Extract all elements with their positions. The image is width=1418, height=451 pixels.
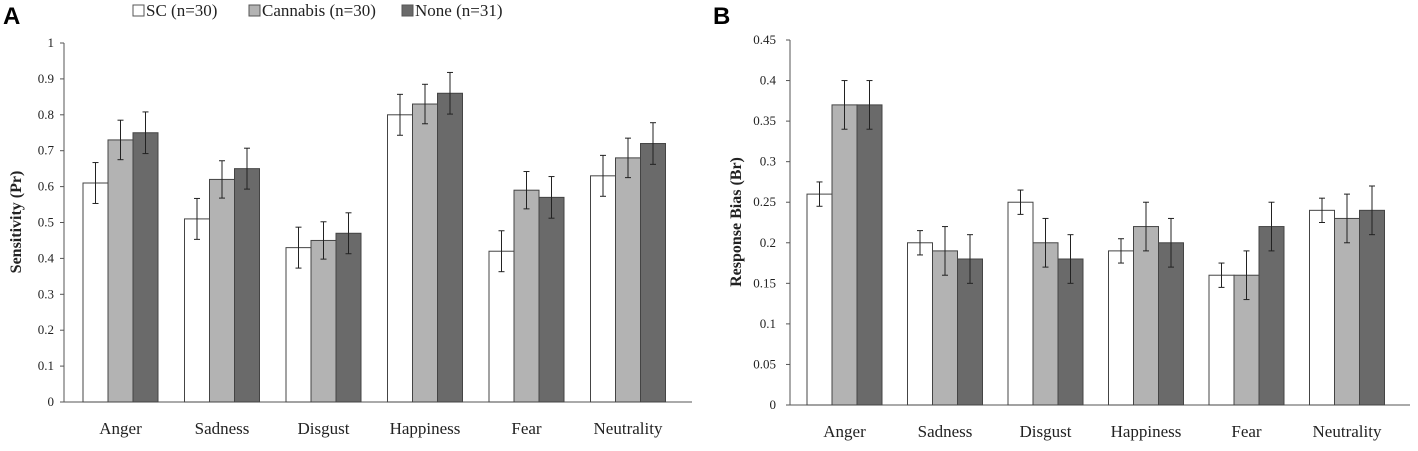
y-tick-label-b: 0.45 xyxy=(753,32,776,47)
bar-a-disgust-s2 xyxy=(335,232,362,403)
legend-swatch-none xyxy=(401,4,414,17)
bar-a-neutrality-s2 xyxy=(640,143,666,403)
y-tick-label-b: 0.4 xyxy=(760,73,777,88)
x-tick-label-a-fear: Fear xyxy=(511,419,542,438)
x-tick-label-a-sadness: Sadness xyxy=(195,419,250,438)
legend-label-sc: SC (n=30) xyxy=(146,1,217,20)
y-tick-label-b: 0.05 xyxy=(753,356,776,371)
legend-label-none: None (n=31) xyxy=(415,1,502,20)
bar-b-anger-s1 xyxy=(831,104,858,406)
bar-b-neutrality-s0 xyxy=(1309,209,1335,406)
bar-b-fear-s0 xyxy=(1208,274,1235,406)
bar-a-disgust-s0 xyxy=(285,247,312,403)
y-tick-label-a: 0.7 xyxy=(38,143,55,158)
x-tick-label-b-happiness: Happiness xyxy=(1111,422,1182,441)
y-tick-label-a: 0.9 xyxy=(38,71,54,86)
y-tick-label-b: 0 xyxy=(770,397,777,412)
x-tick-label-b-disgust: Disgust xyxy=(1020,422,1072,441)
bar-a-happiness-s0 xyxy=(387,114,413,403)
bar-b-happiness-s2 xyxy=(1158,242,1184,406)
bar-b-neutrality-s1 xyxy=(1334,217,1360,406)
bar-a-sadness-s2 xyxy=(234,168,260,403)
y-tick-label-a: 0.4 xyxy=(38,250,55,265)
legend: SC (n=30) Cannabis (n=30) None (n=31) xyxy=(132,1,502,20)
bar-a-disgust-s1 xyxy=(310,239,337,403)
y-tick-label-a: 0 xyxy=(48,394,55,409)
bar-b-anger-s0 xyxy=(806,193,833,406)
x-tick-label-a-happiness: Happiness xyxy=(390,419,461,438)
x-tick-label-a-neutrality: Neutrality xyxy=(594,419,663,438)
x-tick-label-b-anger: Anger xyxy=(823,422,866,441)
bar-a-anger-s1 xyxy=(107,139,134,403)
bar-b-neutrality-s2 xyxy=(1359,209,1385,406)
panel-b-plot: 0 0.05 0.1 0.15 0.2 0.25 0.3 0.35 0.4 0.45 Anger Sa… xyxy=(753,32,1410,441)
x-tick-label-a-anger: Anger xyxy=(99,419,142,438)
y-tick-label-b: 0.25 xyxy=(753,194,776,209)
panel-a-plot: 0 0.1 0.2 0.3 0.4 0.5 0.6 0.7 0.8 0.9 1 Anger Sadnes… xyxy=(38,35,692,438)
y-tick-label-a: 0.2 xyxy=(38,322,54,337)
y-tick-label-a: 1 xyxy=(48,35,55,50)
y-tick-label-a: 0.1 xyxy=(38,358,54,373)
y-tick-label-b: 0.15 xyxy=(753,275,776,290)
bar-b-sadness-s0 xyxy=(907,242,933,406)
bar-a-fear-s1 xyxy=(513,189,540,403)
x-tick-label-b-neutrality: Neutrality xyxy=(1313,422,1382,441)
y-tick-label-b: 0.2 xyxy=(760,235,776,250)
x-tick-label-b-sadness: Sadness xyxy=(918,422,973,441)
bar-a-anger-s2 xyxy=(132,132,159,403)
x-tick-label-a-disgust: Disgust xyxy=(298,419,350,438)
panel-label-b: B xyxy=(713,3,730,30)
bar-b-happiness-s0 xyxy=(1108,250,1134,406)
panel-label-a: A xyxy=(3,3,20,30)
bar-a-anger-s0 xyxy=(82,182,109,403)
bar-b-fear-s2 xyxy=(1258,226,1285,406)
bar-a-sadness-s0 xyxy=(184,218,210,403)
bar-a-neutrality-s1 xyxy=(615,157,641,403)
bar-b-disgust-s0 xyxy=(1007,201,1034,406)
bar-a-sadness-s1 xyxy=(209,178,235,403)
bar-b-happiness-s1 xyxy=(1133,226,1159,406)
y-tick-label-a: 0.5 xyxy=(38,215,54,230)
y-tick-label-b: 0.35 xyxy=(753,113,776,128)
bar-a-neutrality-s0 xyxy=(590,175,616,403)
bar-a-fear-s0 xyxy=(488,250,515,403)
y-axis-title-b: Response Bias (Br) xyxy=(728,157,745,287)
bar-b-disgust-s1 xyxy=(1032,242,1059,406)
bar-b-anger-s2 xyxy=(856,104,883,406)
bar-a-happiness-s2 xyxy=(437,92,463,403)
legend-swatch-sc xyxy=(132,4,145,17)
y-tick-label-a: 0.3 xyxy=(38,286,54,301)
y-tick-label-a: 0.6 xyxy=(38,179,55,194)
bar-a-happiness-s1 xyxy=(412,103,438,403)
y-axis-title-a: Sensitivity (Pr) xyxy=(8,171,25,274)
y-tick-label-b: 0.1 xyxy=(760,316,776,331)
y-tick-label-b: 0.3 xyxy=(760,154,776,169)
x-tick-label-b-fear: Fear xyxy=(1231,422,1262,441)
legend-swatch-cannabis xyxy=(248,4,261,17)
y-tick-label-a: 0.8 xyxy=(38,107,54,122)
legend-label-cannabis: Cannabis (n=30) xyxy=(262,1,376,20)
bar-a-fear-s2 xyxy=(538,196,565,403)
